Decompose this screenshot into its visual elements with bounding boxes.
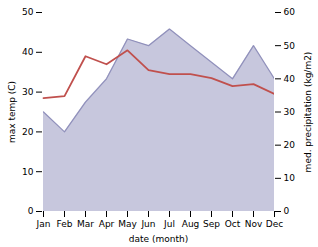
svg-text:30: 30: [284, 107, 296, 117]
svg-text:med. precipitation (kg/m2): med. precipitation (kg/m2): [303, 52, 313, 173]
svg-text:50: 50: [22, 7, 34, 17]
svg-text:Dec: Dec: [266, 219, 283, 229]
svg-text:0: 0: [284, 206, 290, 216]
svg-text:max temp (C): max temp (C): [7, 81, 17, 143]
svg-text:20: 20: [284, 140, 296, 150]
svg-text:40: 40: [22, 47, 34, 57]
svg-text:Nov: Nov: [245, 219, 263, 229]
svg-text:30: 30: [22, 87, 34, 97]
svg-text:date (month): date (month): [129, 234, 188, 244]
svg-text:Sep: Sep: [203, 219, 220, 229]
svg-text:10: 10: [22, 167, 34, 177]
svg-text:Oct: Oct: [225, 219, 241, 229]
svg-text:Jul: Jul: [163, 219, 175, 229]
svg-text:40: 40: [284, 74, 296, 84]
svg-text:Jan: Jan: [36, 219, 51, 229]
svg-text:Feb: Feb: [57, 219, 73, 229]
svg-text:Aug: Aug: [182, 219, 200, 229]
svg-text:20: 20: [22, 127, 34, 137]
svg-text:60: 60: [284, 7, 296, 17]
svg-text:50: 50: [284, 41, 296, 51]
svg-text:Jun: Jun: [140, 219, 155, 229]
svg-text:May: May: [118, 219, 137, 229]
svg-text:10: 10: [284, 173, 296, 183]
svg-text:0: 0: [28, 206, 34, 216]
svg-text:Mar: Mar: [77, 219, 94, 229]
svg-text:Apr: Apr: [99, 219, 115, 229]
